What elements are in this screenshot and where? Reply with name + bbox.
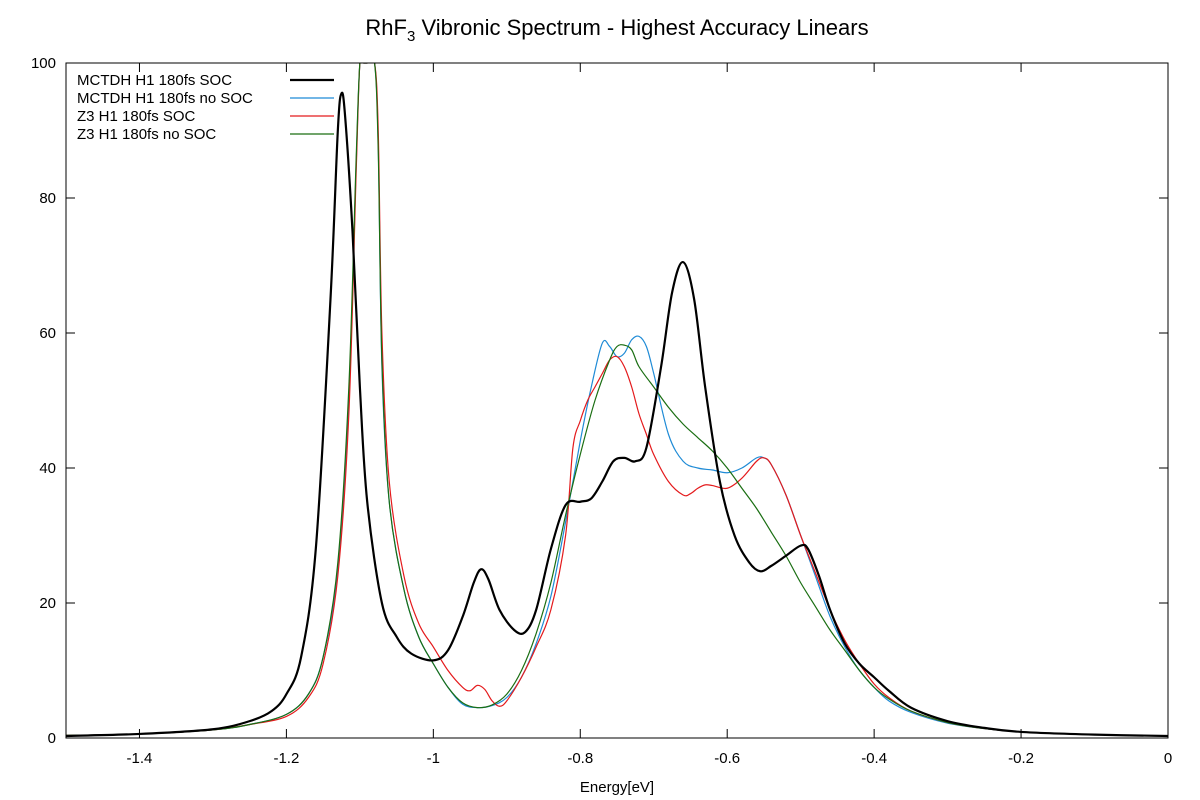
series-line-3 xyxy=(66,63,1168,737)
series-line-1 xyxy=(66,91,1168,738)
y-tick-label: 0 xyxy=(48,730,56,747)
legend-label: MCTDH H1 180fs SOC xyxy=(77,72,232,89)
x-tick-label: -0.6 xyxy=(714,750,740,767)
x-tick-label: -0.2 xyxy=(1008,750,1034,767)
x-tick-label: -1.2 xyxy=(273,750,299,767)
y-tick-label: 80 xyxy=(39,190,56,207)
legend-label: Z3 H1 180fs no SOC xyxy=(77,126,216,143)
x-tick-label: -1.4 xyxy=(127,750,153,767)
legend-label: MCTDH H1 180fs no SOC xyxy=(77,90,253,107)
y-tick-label: 100 xyxy=(31,55,56,72)
chart-title-suffix: Vibronic Spectrum - Highest Accuracy Lin… xyxy=(415,15,868,40)
chart-title: RhF3 Vibronic Spectrum - Highest Accurac… xyxy=(365,15,868,45)
x-tick-label: -0.4 xyxy=(861,750,887,767)
legend-label: Z3 H1 180fs SOC xyxy=(77,108,196,125)
series-line-4 xyxy=(66,63,1168,737)
chart-title-prefix: RhF xyxy=(365,15,407,40)
plot-frame xyxy=(65,62,1169,739)
series-layer xyxy=(66,63,1168,738)
y-tick-label: 60 xyxy=(39,325,56,342)
x-axis: -1.4 -1.2 -1 -0.8 -0.6 -0.4 -0.2 0 xyxy=(127,63,1172,767)
chart-title-subscript: 3 xyxy=(407,28,415,45)
x-tick-label: -0.8 xyxy=(567,750,593,767)
x-tick-label: 0 xyxy=(1164,750,1172,767)
y-axis: 0 20 40 60 80 100 xyxy=(31,55,1168,747)
series-line-2 xyxy=(66,63,1168,737)
x-tick-label: -1 xyxy=(427,750,440,767)
y-tick-label: 20 xyxy=(39,595,56,612)
x-axis-label: Energy[eV] xyxy=(580,779,654,796)
y-tick-label: 40 xyxy=(39,460,56,477)
